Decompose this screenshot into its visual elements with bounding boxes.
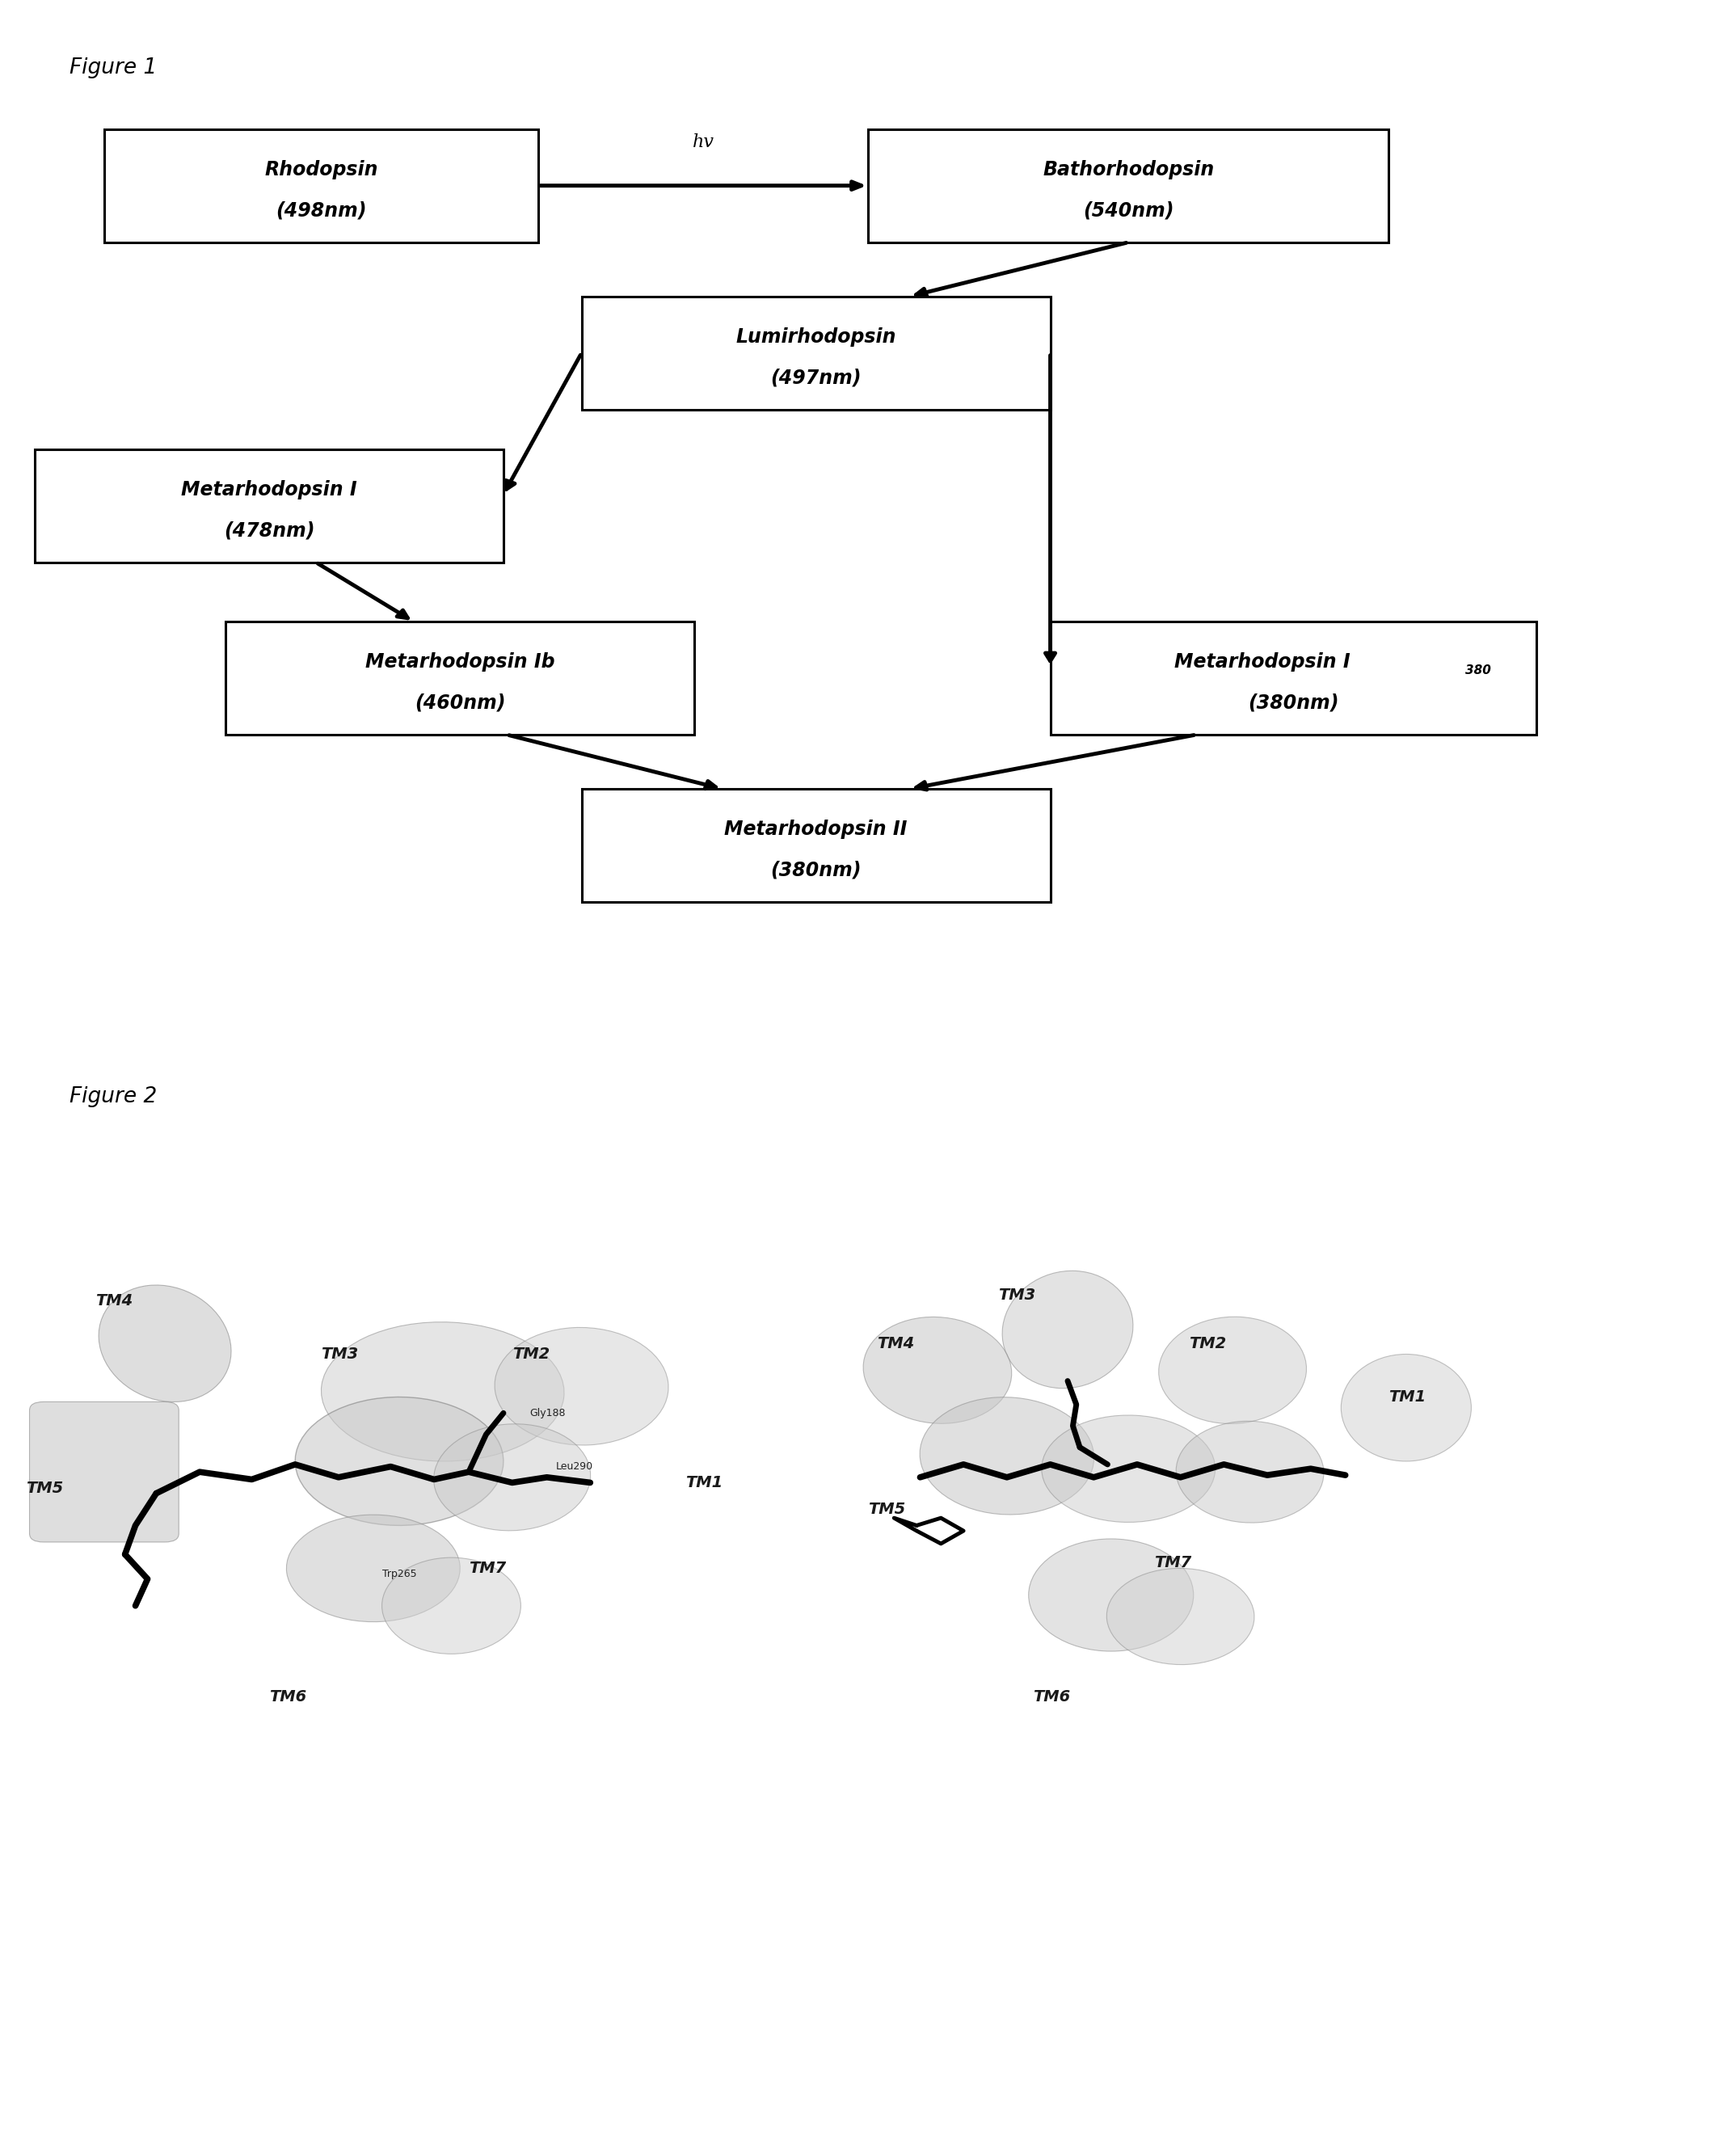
Text: TM6: TM6	[269, 1689, 307, 1704]
Text: TM1: TM1	[1389, 1390, 1427, 1404]
Text: Metarhodopsin Ib: Metarhodopsin Ib	[365, 653, 556, 672]
Text: TM2: TM2	[512, 1347, 550, 1362]
Text: TM3: TM3	[998, 1287, 1036, 1304]
Ellipse shape	[1028, 1539, 1194, 1651]
Text: Metarhodopsin I: Metarhodopsin I	[1174, 653, 1351, 672]
Text: TM5: TM5	[868, 1501, 906, 1518]
Text: Trp265: Trp265	[382, 1569, 417, 1578]
Text: (478nm): (478nm)	[224, 520, 314, 540]
Text: Metarhodopsin II: Metarhodopsin II	[724, 820, 908, 839]
Text: Bathorhodopsin: Bathorhodopsin	[1043, 161, 1213, 180]
Text: (497nm): (497nm)	[771, 368, 861, 388]
Ellipse shape	[1158, 1317, 1307, 1424]
Text: Rhodopsin: Rhodopsin	[264, 161, 378, 180]
Ellipse shape	[321, 1321, 564, 1462]
Text: (380nm): (380nm)	[771, 861, 861, 880]
FancyBboxPatch shape	[1050, 621, 1536, 734]
Ellipse shape	[920, 1398, 1094, 1514]
Ellipse shape	[863, 1317, 1012, 1424]
Text: Metarhodopsin I: Metarhodopsin I	[181, 480, 358, 499]
Ellipse shape	[434, 1424, 590, 1531]
Text: TM3: TM3	[321, 1347, 359, 1362]
Text: TM7: TM7	[469, 1561, 507, 1576]
FancyBboxPatch shape	[104, 128, 538, 242]
Text: TM1: TM1	[686, 1475, 724, 1490]
Text: TM5: TM5	[26, 1479, 64, 1497]
Text: TM7: TM7	[1154, 1554, 1193, 1571]
FancyBboxPatch shape	[582, 295, 1050, 409]
Ellipse shape	[295, 1398, 503, 1524]
Ellipse shape	[1342, 1353, 1472, 1460]
Text: hv: hv	[693, 133, 713, 152]
Ellipse shape	[1002, 1272, 1134, 1387]
Text: TM6: TM6	[1033, 1689, 1071, 1704]
Ellipse shape	[382, 1559, 521, 1653]
Text: Figure 2: Figure 2	[69, 1088, 156, 1107]
Ellipse shape	[495, 1327, 668, 1445]
Text: (540nm): (540nm)	[1083, 201, 1174, 221]
Ellipse shape	[1175, 1422, 1325, 1522]
Ellipse shape	[1106, 1569, 1255, 1664]
Text: TM4: TM4	[95, 1293, 134, 1308]
Ellipse shape	[1042, 1415, 1215, 1522]
Text: Leu290: Leu290	[556, 1462, 592, 1471]
Text: TM4: TM4	[877, 1336, 915, 1351]
Ellipse shape	[286, 1514, 460, 1623]
Text: (498nm): (498nm)	[276, 201, 366, 221]
Ellipse shape	[99, 1285, 231, 1402]
FancyBboxPatch shape	[868, 128, 1389, 242]
Text: TM2: TM2	[1189, 1336, 1227, 1351]
Text: (380nm): (380nm)	[1248, 694, 1338, 713]
FancyBboxPatch shape	[582, 788, 1050, 901]
FancyBboxPatch shape	[226, 621, 694, 734]
Text: Figure 1: Figure 1	[69, 58, 156, 79]
Text: Gly188: Gly188	[529, 1409, 566, 1417]
Text: Lumirhodopsin: Lumirhodopsin	[736, 328, 896, 347]
Text: (460nm): (460nm)	[415, 694, 505, 713]
FancyBboxPatch shape	[35, 450, 503, 563]
Text: 380: 380	[1465, 664, 1491, 677]
FancyBboxPatch shape	[30, 1402, 179, 1542]
